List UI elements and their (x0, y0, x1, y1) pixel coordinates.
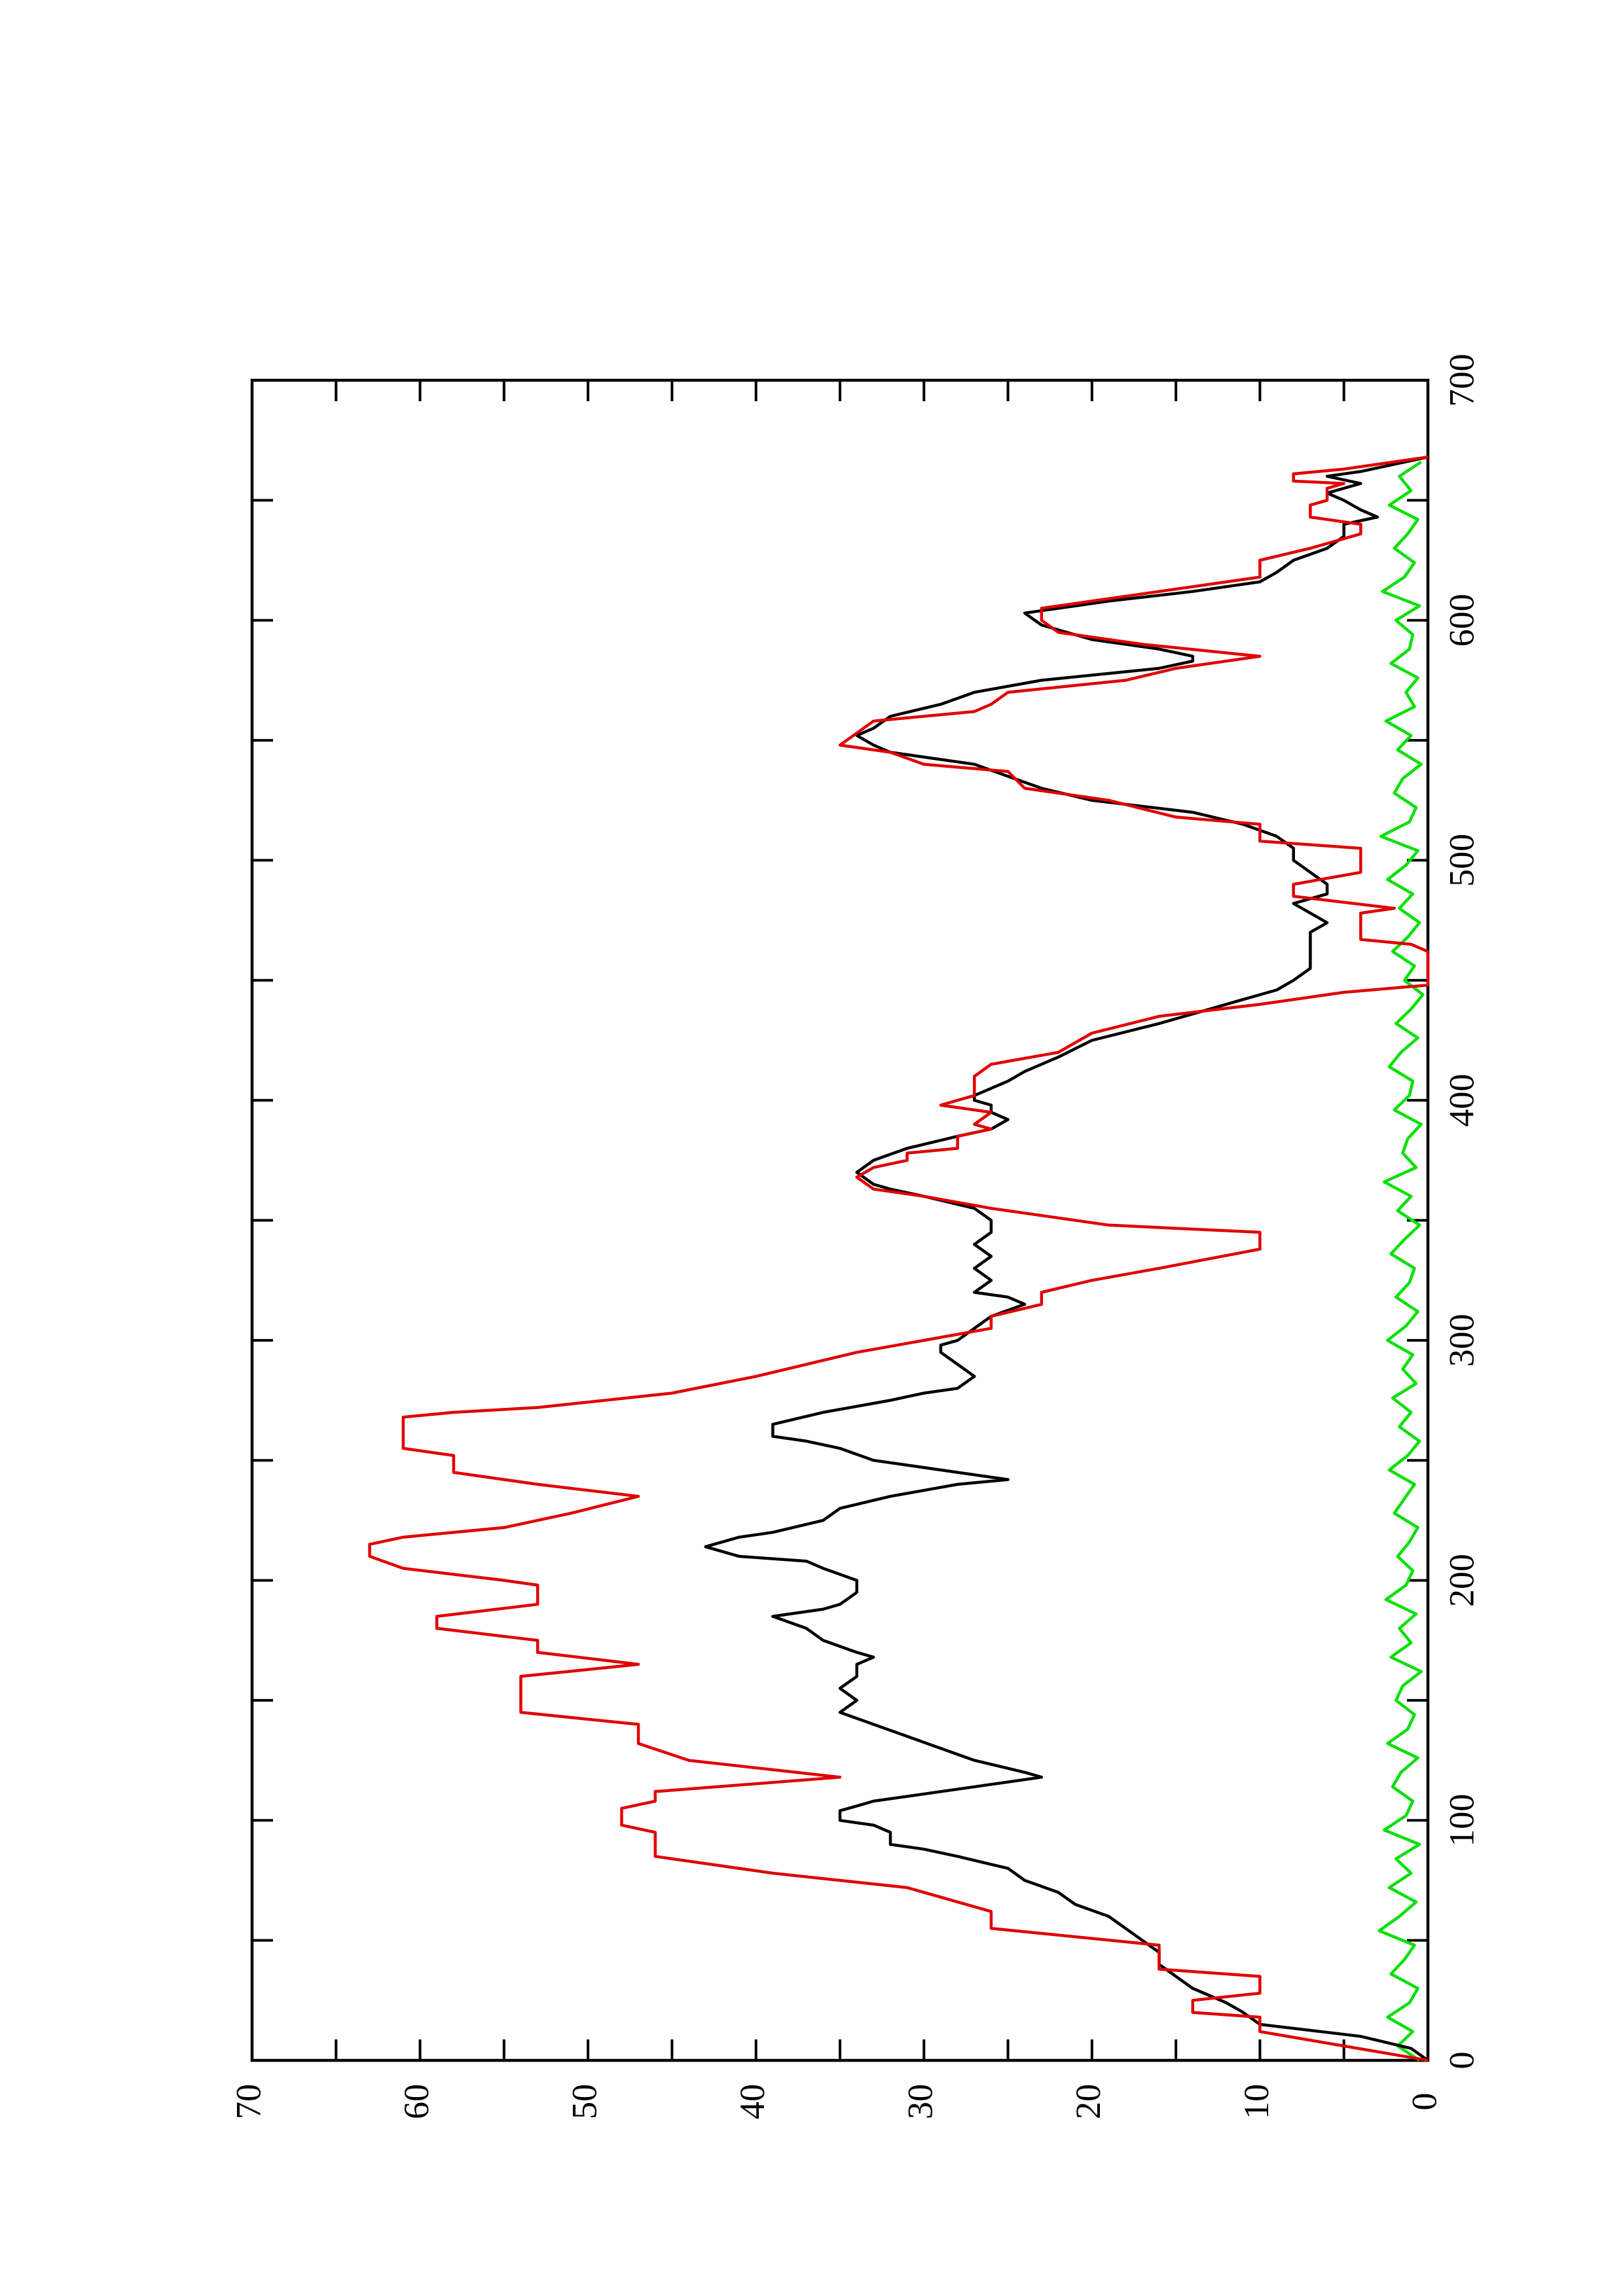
x-tick-label: 700 (1442, 354, 1481, 407)
y-tick-label: 50 (565, 2084, 604, 2119)
y-tick-label: 10 (1237, 2084, 1276, 2119)
x-tick-label: 100 (1442, 1794, 1481, 1847)
x-tick-label: 400 (1442, 1074, 1481, 1127)
x-tick-label: 300 (1442, 1314, 1481, 1367)
y-tick-label: 30 (901, 2084, 940, 2119)
x-tick-label: 500 (1442, 834, 1481, 887)
data-line (704, 456, 1429, 2062)
y-tick-label: 0 (1404, 2093, 1444, 2111)
y-tick-label: 20 (1068, 2084, 1108, 2119)
x-tick-label: 600 (1442, 594, 1481, 647)
x-tick-label: 0 (1442, 2052, 1481, 2070)
plot-frame (250, 378, 1430, 2062)
y-tick-label: 40 (733, 2084, 772, 2119)
y-tick-label: 70 (228, 2084, 268, 2119)
y-tick-label: 60 (397, 2084, 436, 2119)
x-tick-label: 200 (1442, 1554, 1481, 1607)
data-line (368, 456, 1430, 2062)
data-line (1377, 460, 1425, 2062)
